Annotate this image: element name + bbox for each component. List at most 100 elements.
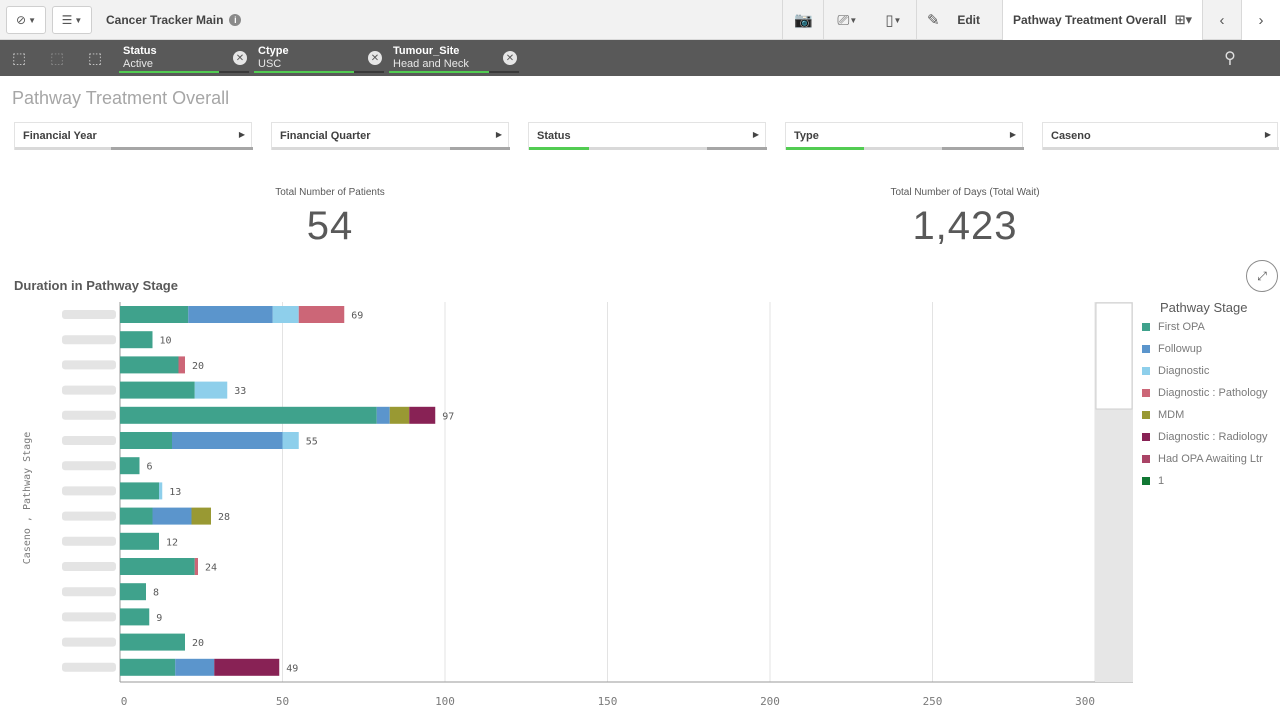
selection-chip-status[interactable]: Status Active ✕ (119, 43, 249, 73)
selections-tool-button[interactable]: ⬚ (0, 40, 38, 76)
y-axis-label: Caseno , Pathway Stage (22, 432, 33, 564)
info-icon[interactable]: i (229, 14, 242, 26)
bar-segment[interactable] (188, 306, 273, 323)
legend-swatch (1142, 389, 1150, 397)
legend-item[interactable]: Diagnostic : Pathology (1142, 387, 1280, 399)
legend-item[interactable]: Diagnostic (1142, 365, 1280, 377)
divider (823, 0, 825, 40)
bar-segment[interactable] (120, 406, 377, 424)
caseno-label-redacted (62, 562, 116, 571)
legend-item[interactable]: Diagnostic : Radiology (1142, 431, 1280, 443)
legend-item[interactable]: Had OPA Awaiting Ltr (1142, 453, 1280, 465)
legend-swatch (1142, 411, 1150, 419)
bar-segment[interactable] (178, 356, 186, 374)
filter-excluded-bar (942, 147, 1024, 150)
device-button[interactable]: ▯ ▼ (870, 0, 916, 40)
close-icon[interactable]: ✕ (233, 51, 247, 65)
bar-segment[interactable] (120, 532, 159, 550)
filter-status[interactable]: Status ▶ (528, 122, 767, 150)
legend-label: Followup (1158, 343, 1203, 355)
caseno-label-redacted (62, 612, 116, 622)
caseno-label-redacted (62, 461, 116, 471)
close-icon[interactable]: ✕ (503, 51, 517, 65)
selection-chip-ctype[interactable]: Ctype USC ✕ (254, 43, 384, 73)
previous-sheet-button[interactable]: ‹ (1203, 0, 1241, 40)
bar-segment[interactable] (152, 507, 192, 525)
selection-bar (254, 71, 354, 73)
filter-financial-quarter[interactable]: Financial Quarter ▶ (271, 122, 510, 150)
bar-total-label: 13 (169, 487, 181, 498)
bar-segment[interactable] (194, 381, 228, 399)
bar-segment[interactable] (389, 406, 410, 424)
legend-label: MDM (1158, 409, 1185, 421)
clear-all-selections-button[interactable]: ⬚ (76, 40, 114, 76)
bar-segment[interactable] (120, 608, 150, 626)
bar-segment[interactable] (120, 356, 179, 374)
bar-segment[interactable] (172, 432, 283, 449)
selection-bar (389, 71, 489, 73)
bar-segment[interactable] (272, 306, 299, 323)
chart-legend: Pathway Stage First OPA Followup Diagnosti… (1142, 300, 1280, 497)
chevron-down-icon: ▼ (849, 15, 858, 25)
caseno-label-redacted (62, 637, 116, 647)
toolbar-left: ⊘ ▼ ☰ ▼ Cancer Tracker Main i (6, 6, 242, 34)
filter-financial-year[interactable]: Financial Year ▶ (14, 122, 253, 150)
edit-pencil-button[interactable]: ✎ (917, 0, 949, 40)
bar-segment[interactable] (214, 658, 280, 676)
filter-type[interactable]: Type ▶ (785, 122, 1024, 150)
bar-segment[interactable] (120, 482, 159, 500)
caseno-label-redacted (62, 511, 116, 521)
legend-swatch (1142, 345, 1150, 353)
bar-segment[interactable] (120, 331, 153, 349)
bar-segment[interactable] (120, 658, 176, 676)
next-sheet-button[interactable]: › (1242, 0, 1280, 40)
top-toolbar: ⊘ ▼ ☰ ▼ Cancer Tracker Main i 📷 ⎚ ▼ ▯ ▼ ✎ Ed… (0, 0, 1280, 40)
bar-segment[interactable] (120, 432, 172, 449)
close-icon[interactable]: ✕ (368, 51, 382, 65)
bar-segment[interactable] (120, 457, 140, 475)
legend-item[interactable]: Followup (1142, 343, 1280, 355)
compass-icon: ⊘ (16, 13, 27, 27)
app-title-text: Cancer Tracker Main (106, 13, 224, 27)
bar-segment[interactable] (120, 583, 146, 601)
step-back-button[interactable]: ⬚ (38, 40, 76, 76)
legend-items: First OPA Followup Diagnostic Diagnostic : … (1142, 321, 1280, 487)
bar-segment[interactable] (175, 658, 215, 676)
x-tick-label: 50 (276, 695, 289, 708)
sheet-menu-button[interactable]: ☰ ▼ (52, 6, 92, 34)
camera-icon: 📷 (793, 12, 813, 29)
legend-item[interactable]: MDM (1142, 409, 1280, 421)
bar-segment[interactable] (120, 507, 153, 525)
mini-scrollbar-thumb[interactable] (1095, 302, 1133, 410)
duration-bar-chart[interactable]: 69 10 20 33 97 55 6 13 28 12 24 8 9 20 49 0 50 100 150 200… (0, 300, 1140, 720)
chart-data-labels: 69 10 20 33 97 55 6 13 28 12 24 8 9 20 49 (147, 311, 455, 675)
navigation-menu-button[interactable]: ⊘ ▼ (6, 6, 46, 34)
bar-segment[interactable] (191, 507, 212, 525)
bar-segment[interactable] (409, 406, 436, 424)
bar-segment[interactable] (120, 633, 185, 651)
snapshot-camera-button[interactable]: 📷 (783, 0, 823, 40)
sheet-name-text: Pathway Treatment Overall (1013, 13, 1167, 27)
kpi-value: 1,423 (912, 204, 1018, 248)
edit-button[interactable]: Edit (957, 13, 980, 27)
bar-segment[interactable] (159, 482, 163, 500)
expand-chart-button[interactable]: ⤢ (1246, 260, 1278, 292)
present-button[interactable]: ⎚ ▼ (824, 0, 870, 40)
selection-field: Tumour_Site (393, 45, 460, 57)
bar-segment[interactable] (194, 558, 198, 575)
sheets-grid-icon: ⊞▾ (1174, 12, 1192, 27)
legend-swatch (1142, 455, 1150, 463)
bar-segment[interactable] (376, 406, 390, 424)
kpi-total-patients: Total Number of Patients 54 (230, 187, 430, 249)
selection-chip-tumour-site[interactable]: Tumour_Site Head and Neck ✕ (389, 43, 519, 73)
legend-item[interactable]: First OPA (1142, 321, 1280, 333)
search-button[interactable]: ⚲ (1210, 40, 1250, 76)
bar-segment[interactable] (120, 306, 189, 323)
bar-segment[interactable] (282, 432, 299, 449)
sheet-selector[interactable]: Pathway Treatment Overall ⊞▾ (1002, 0, 1202, 40)
filter-caseno[interactable]: Caseno ▶ (1042, 122, 1279, 150)
bar-segment[interactable] (298, 306, 345, 323)
bar-segment[interactable] (120, 558, 195, 575)
legend-item[interactable]: 1 (1142, 475, 1280, 487)
bar-segment[interactable] (120, 381, 195, 399)
